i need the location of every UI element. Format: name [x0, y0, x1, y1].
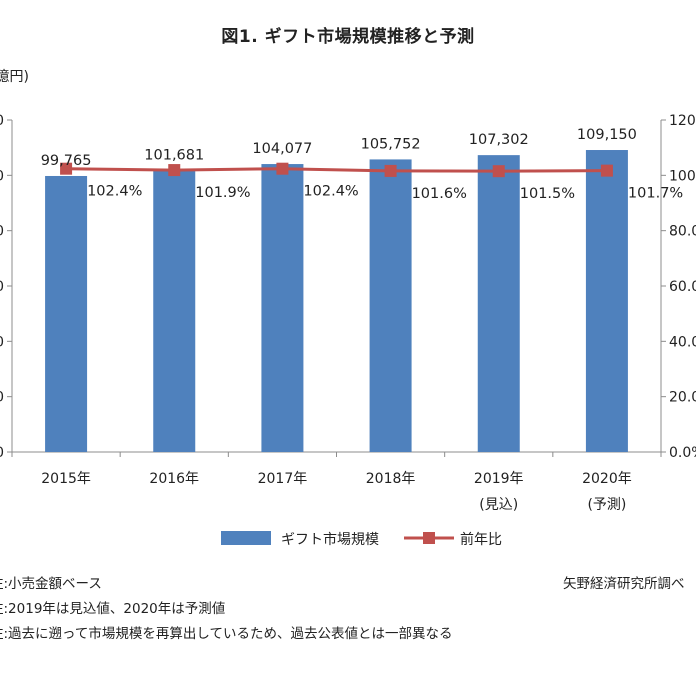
bar-data-label: 107,302: [469, 132, 529, 148]
bar-market-size: [261, 164, 304, 452]
left-axis-tick-label: 0: [0, 445, 4, 461]
line-yoy-growth: [66, 167, 607, 173]
x-axis-category-sublabel: (見込): [479, 497, 518, 513]
left-axis-tick-label: 120,000: [0, 113, 4, 129]
x-axis-category-label: 2016年: [149, 471, 199, 487]
x-axis-category-label: 2015年: [41, 471, 91, 487]
legend-label-yoy: 前年比: [460, 531, 502, 548]
line-marker: [384, 164, 397, 177]
left-axis-tick-label: 20,000: [0, 390, 4, 406]
bar-data-label: 109,150: [577, 127, 637, 143]
right-axis-tick-label: 100.0%: [669, 168, 696, 184]
legend: ギフト市場規模 前年比: [221, 531, 502, 548]
bar-data-label: 99,765: [41, 153, 92, 169]
line-marker: [600, 164, 613, 177]
axes-group: 0 20,000 40,000 60,000 80,000 100,000 120,000 0…: [0, 113, 696, 513]
bar-data-label: 104,077: [252, 141, 312, 157]
right-axis-tick-label: 80.0%: [669, 224, 696, 240]
bar-market-size: [45, 175, 88, 452]
left-axis-tick-label: 60,000: [0, 279, 4, 295]
bar-data-label: 101,681: [144, 148, 204, 164]
right-axis-tick-label: 60.0%: [669, 279, 696, 295]
bar-data-label: 105,752: [361, 136, 421, 152]
left-axis-tick-label: 100,000: [0, 168, 4, 184]
legend-label-market-size: ギフト市場規模: [281, 531, 379, 548]
line-data-label: 101.6%: [412, 186, 467, 202]
right-axis-tick-label: 20.0%: [669, 390, 696, 406]
right-axis-tick-label: 40.0%: [669, 334, 696, 350]
source-label: 矢野経済研究所調べ: [563, 576, 685, 592]
x-axis-category-label: 2019年: [474, 471, 524, 487]
right-axis-tick-label: 120.0%: [669, 113, 696, 129]
line-data-label: 101.5%: [520, 186, 575, 202]
x-axis-category-label: 2017年: [258, 471, 308, 487]
line-series-group: [60, 162, 613, 178]
line-data-label: 102.4%: [303, 184, 358, 200]
note-2: 注:2019年は見込値、2020年は予測値: [0, 601, 226, 617]
legend-swatch-market-size: [221, 531, 271, 545]
note-1: 注:小売金額ベース: [0, 576, 102, 592]
bar-market-size: [369, 159, 412, 452]
data-labels-group: 99,765 101,681 104,077 105,752 107,302 109,15…: [41, 127, 684, 202]
line-marker: [168, 164, 181, 177]
bar-market-size: [477, 155, 520, 452]
x-axis-category-label: 2020年: [582, 471, 632, 487]
line-data-label: 101.9%: [195, 185, 250, 201]
chart-title: 図1. ギフト市場規模推移と予測: [221, 27, 475, 47]
line-marker: [276, 162, 289, 175]
bar-market-size: [585, 150, 628, 453]
left-axis-tick-label: 40,000: [0, 334, 4, 350]
line-data-label: 101.7%: [628, 186, 683, 202]
line-marker: [492, 165, 505, 178]
left-axis-unit-label: (億円): [0, 69, 29, 85]
right-axis-tick-label: 0.0%: [669, 445, 696, 461]
note-3: 注:過去に遡って市場規模を再算出しているため、過去公表値とは一部異なる: [0, 626, 453, 642]
x-axis-category-label: 2018年: [366, 471, 416, 487]
line-marker: [60, 162, 73, 175]
legend-marker-yoy: [423, 532, 435, 544]
x-axis-category-sublabel: (予測): [587, 497, 626, 513]
bar-market-size: [153, 170, 196, 453]
left-axis-tick-label: 80,000: [0, 224, 4, 240]
line-data-label: 102.4%: [87, 184, 142, 200]
bar-series-group: [45, 150, 628, 453]
